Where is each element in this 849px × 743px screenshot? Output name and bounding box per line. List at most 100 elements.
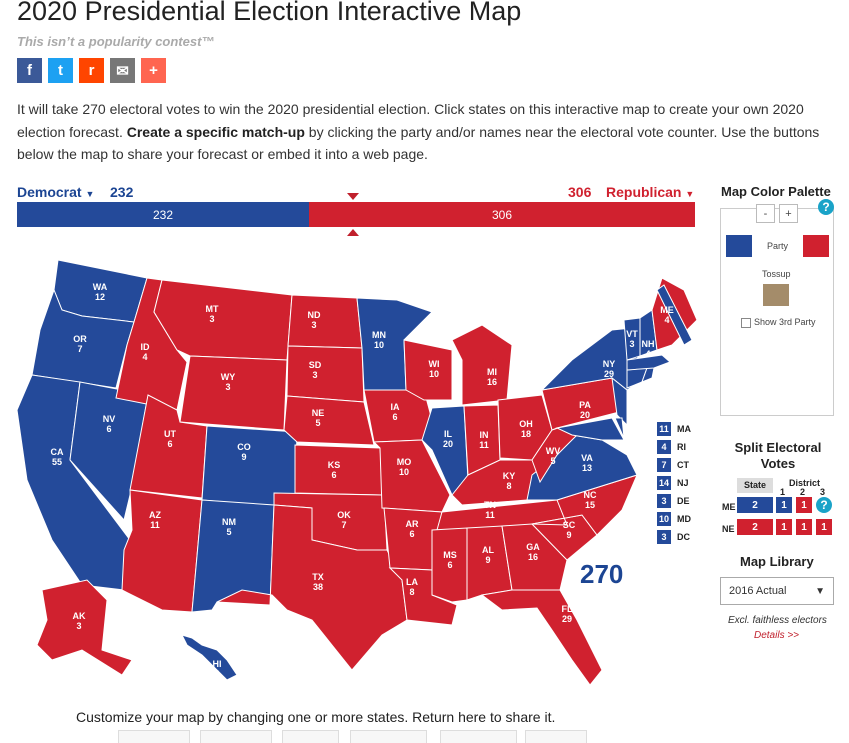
details-link[interactable]: Details >> [754,630,800,641]
email-icon[interactable]: ✉ [110,58,135,83]
state-label-co: CO [237,442,251,452]
third-party-toggle[interactable]: Show 3rd Party [741,317,816,328]
ne-state-ct[interactable]: 7 CT [657,458,727,474]
share-button-stub[interactable] [350,730,427,743]
republican-dropdown[interactable]: Republican ▼ [606,184,695,200]
state-tx[interactable] [216,504,408,671]
state-az[interactable] [121,489,203,613]
ne-state-ma[interactable]: 11 MA [657,422,727,438]
democrat-dropdown[interactable]: Democrat ▼ [17,184,95,200]
split-help-icon[interactable]: ? [816,497,832,513]
share-button-stub[interactable] [525,730,587,743]
state-hi[interactable] [181,634,238,681]
state-ev-ms: 6 [447,560,452,570]
state-label-wv: WV [546,446,561,456]
state-label-va: VA [581,453,593,463]
me-district-1-cell[interactable]: 1 [776,497,792,513]
state-ev-ca: 55 [52,457,62,467]
zoom-out-button[interactable]: - [756,204,775,223]
district-3-header: 3 [820,487,826,497]
zoom-in-button[interactable]: + [779,204,798,223]
state-label-nh: NH [642,339,655,349]
facebook-icon[interactable]: f [17,58,42,83]
state-ks[interactable] [294,444,385,496]
palette-panel [720,208,834,416]
state-nc[interactable] [531,474,638,536]
ne-district-1-cell[interactable]: 1 [776,519,792,535]
state-de[interactable] [614,417,625,439]
state-ev-il: 20 [443,439,453,449]
state-ev-vt: 3 [629,339,634,349]
state-label-mi: MI [487,367,497,377]
state-mi[interactable] [451,324,513,406]
state-label-ms: MS [443,550,457,560]
ne-district-3-cell[interactable]: 1 [816,519,832,535]
state-ev-nm: 5 [226,527,231,537]
svg-text:WIN: WIN [594,584,621,600]
intro-bold: Create a specific match-up [126,123,305,140]
state-label-ca: CA [51,447,64,457]
state-label-wa: WA [93,282,108,292]
split-ev-title: Split Electoral Votes [734,440,822,471]
state-label-ga: GA [526,542,540,552]
state-nd[interactable] [287,294,363,349]
state-wy[interactable] [179,355,288,431]
ne-state-ri[interactable]: 4 RI [657,440,727,456]
state-label-tn: TN [484,500,496,510]
state-fl[interactable] [480,589,603,686]
state-wi[interactable] [403,339,453,401]
share-button-stub[interactable] [282,730,339,743]
state-label-ar: AR [406,519,419,529]
me-state-cell[interactable]: 2 [737,497,773,513]
state-label-oh: OH [519,419,533,429]
state-ev-mi: 16 [487,377,497,387]
twitter-icon[interactable]: t [48,58,73,83]
more-icon[interactable]: + [141,58,166,83]
state-label-vt: VT [626,329,638,339]
ne-state-nj[interactable]: 14 NJ [657,476,689,490]
state-ev-me: 4 [664,315,669,325]
state-sd[interactable] [286,345,365,403]
ne-state-md[interactable]: 10 MD [657,512,691,526]
party-label: Party [767,241,789,251]
checkbox-icon[interactable] [741,317,751,328]
state-me-district [656,284,693,346]
state-label-sc: SC [563,520,576,530]
state-ne[interactable] [283,395,375,446]
state-label-nv: NV [103,414,116,424]
share-button-stub[interactable] [118,730,190,743]
ne-state-dc[interactable]: 3 DC [657,530,727,546]
ne-state-de[interactable]: 3 DE [657,494,727,510]
dem-color-swatch[interactable] [726,235,752,257]
state-ms[interactable] [431,527,468,603]
state-label-tx: TX [312,572,324,582]
state-ev-co: 9 [241,452,246,462]
state-nj[interactable] [611,376,628,427]
faithless-note: Excl. faithless electors [728,615,827,626]
ne-state-cell[interactable]: 2 [737,519,773,535]
state-ak[interactable] [36,579,133,676]
svg-text:to: to [580,587,591,599]
palette-help-icon[interactable]: ? [818,199,834,215]
map-library-select[interactable]: 2016 Actual ▼ [720,577,834,605]
state-ev-or: 7 [77,344,82,354]
state-ga[interactable] [501,523,568,591]
state-ev-wa: 12 [95,292,105,302]
tossup-label: Tossup [762,269,791,279]
state-ev-nh: 4 [645,349,650,359]
state-ma[interactable] [626,354,671,371]
share-button-stub[interactable] [200,730,272,743]
me-district-2-cell[interactable]: 1 [796,497,812,513]
state-ev-nv: 6 [106,424,111,434]
rep-color-swatch[interactable] [803,235,829,257]
state-md[interactable] [555,417,625,441]
share-button-stub[interactable] [440,730,517,743]
dem-bar: 232 [17,202,309,227]
reddit-icon[interactable]: r [79,58,104,83]
state-label-il: IL [444,429,453,439]
state-ev-nc: 15 [585,500,595,510]
tossup-color-swatch[interactable] [763,284,789,306]
state-ev-ok: 7 [341,520,346,530]
ne-district-2-cell[interactable]: 1 [796,519,812,535]
